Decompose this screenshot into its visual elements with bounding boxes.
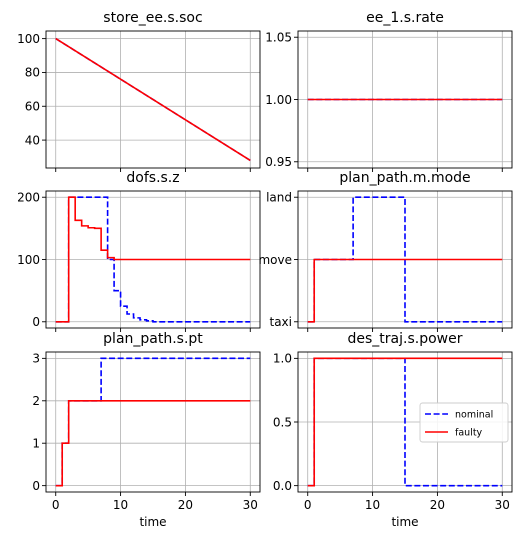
legend: nominal faulty [419, 402, 509, 443]
series-line-nominal [55, 196, 251, 323]
subplot-title: plan_path.s.pt [103, 331, 203, 347]
y-tick-label: taxi [270, 315, 293, 329]
y-tick-label: 1.05 [265, 31, 292, 45]
y-tick-label: 2 [32, 394, 40, 408]
series-line-nominal [307, 196, 503, 323]
y-tick-label: 0.95 [265, 155, 292, 169]
x-tick-label: 10 [113, 498, 128, 512]
x-tick-label: 20 [178, 498, 193, 512]
y-tick-label: 100 [17, 32, 40, 46]
x-axis-label: time [391, 515, 418, 529]
x-tick-label: 0 [52, 498, 60, 512]
subplot-3: 0 100 200 dofs.s.z [17, 170, 261, 332]
series-line-faulty [307, 258, 503, 323]
y-tick-label: 0 [32, 479, 40, 493]
x-tick-label: 0 [304, 498, 312, 512]
series-line-faulty [307, 357, 503, 487]
series-line-nominal [55, 357, 251, 487]
subplot-title: dofs.s.z [126, 170, 179, 186]
y-tick-label: 0 [32, 315, 40, 329]
y-tick-label: 3 [32, 352, 40, 366]
x-tick-label: 10 [365, 498, 380, 512]
axes-frame [45, 351, 261, 493]
subplot-title: des_traj.s.power [348, 331, 463, 347]
y-tick-label: 60 [25, 100, 40, 114]
y-tick-label: 40 [25, 133, 40, 147]
y-tick-label: 1 [32, 437, 40, 451]
series-line-faulty [55, 37, 251, 162]
y-tick-label: 1.00 [265, 93, 292, 107]
y-tick-label: 100 [17, 253, 40, 267]
y-tick-label: 200 [17, 191, 40, 205]
subplot-title: store_ee.s.soc [103, 10, 202, 26]
x-axis-label: time [139, 515, 166, 529]
y-tick-label: 1.0 [273, 352, 292, 366]
subplot-title: plan_path.m.mode [339, 170, 470, 186]
y-tick-label: 80 [25, 66, 40, 80]
x-tick-label: 30 [243, 498, 258, 512]
y-tick-label: land [266, 191, 292, 205]
y-tick-label: 0.5 [273, 415, 292, 429]
subplot-title: ee_1.s.rate [366, 10, 444, 26]
x-tick-label: 20 [430, 498, 445, 512]
y-tick-label: 0.0 [273, 479, 292, 493]
subplot-4: taxi move land plan_path.m.mode [258, 170, 513, 332]
subplot-1: 40 60 80 100 store_ee.s.soc [17, 10, 261, 172]
subplot-2: 0.95 1.00 1.05 ee_1.s.rate [265, 10, 513, 172]
x-tick-label: 30 [495, 498, 510, 512]
legend-label-faulty: faulty [455, 428, 483, 439]
legend-label-nominal: nominal [455, 410, 493, 421]
series-line-faulty [55, 399, 251, 487]
series-line-faulty [55, 196, 251, 323]
axes-frame [45, 30, 261, 169]
y-tick-label: move [258, 253, 292, 267]
